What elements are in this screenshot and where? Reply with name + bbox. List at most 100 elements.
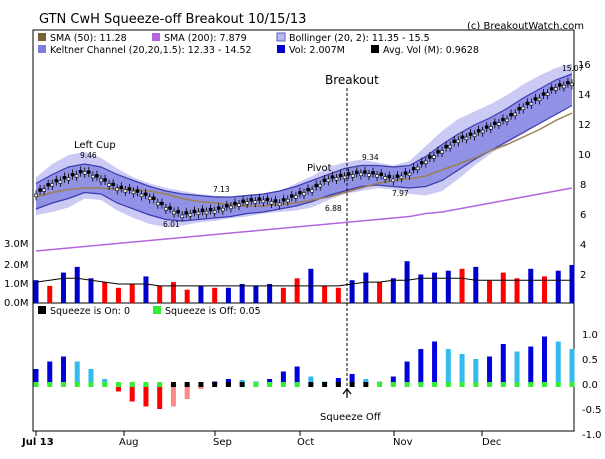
price-candle (383, 176, 388, 180)
price-candle (172, 210, 176, 215)
price-candle (468, 132, 473, 136)
volume-bar (487, 280, 493, 303)
price-candle (399, 175, 404, 179)
squeeze-state-dot (47, 382, 53, 387)
price-candle (78, 170, 83, 174)
squeeze-momentum-bar (335, 378, 341, 384)
volume-bar (267, 284, 273, 303)
price-candle (208, 207, 213, 212)
bollinger-band (36, 63, 572, 227)
squeeze-momentum-bar (60, 356, 66, 384)
price-candle (253, 200, 258, 204)
x-tick-aug: Aug (119, 437, 139, 448)
price-candle (237, 203, 241, 207)
price-panel (32, 29, 575, 304)
volume-bar (542, 276, 548, 303)
squeeze-state-dot (253, 382, 259, 387)
legend-avg-volume: Avg. Vol (M): 0.9628 (383, 45, 479, 56)
legend-swatch-squeeze-on (38, 306, 46, 314)
breakout-low-label: 7.97 (392, 189, 409, 198)
pivot-high-label: 9.34 (362, 153, 379, 162)
squeeze-momentum-bar (349, 374, 355, 384)
price-candle (411, 167, 416, 171)
volume-bar (157, 285, 163, 303)
squeeze-state-dot (74, 382, 80, 387)
legend-keltner: Keltner Channel (20,20,1.5): 12.33 - 14.… (50, 45, 252, 56)
squeeze-state-dot (335, 382, 341, 387)
price-candle (480, 129, 485, 134)
price-candle (34, 193, 38, 197)
volume-bar (212, 287, 218, 303)
price-candle (387, 174, 392, 179)
volume-tick-0: 0.0M (4, 298, 29, 309)
squeeze-momentum-bar (115, 384, 121, 392)
price-candle (436, 150, 440, 154)
legend-swatch-keltner (38, 45, 46, 53)
volume-bar (349, 280, 355, 303)
squeeze-state-dot (294, 382, 300, 387)
squeeze-state-dot (542, 382, 548, 387)
low-label-1: 6.01 (163, 220, 180, 229)
chart-title: GTN CwH Squeeze-off Breakout 10/15/13 (39, 12, 306, 27)
price-candle (533, 97, 538, 101)
legend-sma50: SMA (50): 11.28 (50, 33, 127, 44)
price-candle (350, 174, 355, 178)
mid-label-1: 7.13 (213, 185, 230, 194)
squeeze-state-dot (129, 382, 135, 387)
squeeze-momentum-bar (418, 349, 424, 384)
price-candle (212, 210, 217, 214)
volume-bar (88, 278, 94, 303)
price-candle (107, 183, 111, 187)
price-candle (375, 174, 379, 178)
squeeze-momentum-bar (363, 379, 369, 384)
price-candle (196, 211, 201, 215)
price-candle (249, 198, 254, 202)
price-candle (70, 173, 75, 177)
price-candle (428, 155, 432, 159)
price-candle (509, 113, 513, 117)
price-candle (501, 117, 505, 122)
price-candle (147, 196, 152, 200)
volume-bar (322, 285, 328, 303)
legend-swatch-sma200 (152, 33, 160, 41)
price-tick-16: 16 (578, 60, 591, 71)
price-candle (131, 190, 136, 194)
price-candle (245, 201, 249, 205)
price-candle (541, 92, 546, 96)
volume-bar (335, 287, 341, 303)
price-candle (220, 207, 225, 212)
volume-average-line (35, 277, 572, 287)
price-candle (103, 178, 107, 182)
squeeze-state-dot (377, 382, 383, 387)
sma200-line (35, 187, 573, 252)
price-candle (86, 170, 91, 174)
price-candle (488, 126, 493, 130)
volume-tick-3: 3.0M (4, 239, 29, 250)
price-candle (302, 192, 306, 196)
squeeze-state-dot (487, 382, 493, 387)
squeeze-state-dot (143, 382, 149, 387)
x-tick-dec: Dec (482, 437, 501, 448)
price-candle (342, 175, 347, 179)
price-candle (330, 175, 335, 179)
price-candle (99, 178, 103, 182)
price-candle (464, 136, 469, 140)
price-candle (566, 81, 570, 85)
squeeze-momentum-bar (102, 379, 108, 384)
squeeze-state-dot (528, 382, 534, 387)
price-candle (62, 176, 67, 180)
squeeze-state-dot (157, 382, 163, 387)
squeeze-state-dot (363, 382, 369, 387)
price-candle (127, 187, 132, 191)
price-candle (294, 195, 298, 199)
price-candle (338, 173, 343, 178)
price-candle (525, 101, 530, 106)
squeeze-momentum-bar (445, 349, 451, 384)
price-candle (216, 206, 221, 210)
squeeze-momentum-bar (487, 356, 493, 384)
price-candle (241, 199, 245, 203)
price-candle (553, 87, 558, 91)
squeeze-state-dot (308, 382, 314, 387)
price-candle (484, 125, 489, 129)
price-candle (139, 193, 144, 197)
